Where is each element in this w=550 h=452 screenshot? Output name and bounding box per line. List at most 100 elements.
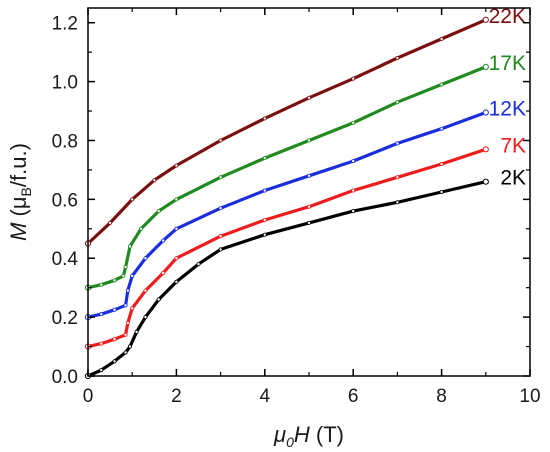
data-point-22K <box>262 116 267 121</box>
plot-marks: 22K 17K 12K 7K 2K <box>84 5 526 380</box>
y-tick-label: 0.6 <box>52 190 78 211</box>
end-marker-7K <box>482 146 489 153</box>
data-point-12K <box>395 141 400 146</box>
end-marker-12K <box>482 109 489 116</box>
data-point-22K <box>306 95 311 100</box>
data-point-22K <box>174 163 179 168</box>
data-point-12K <box>143 256 148 261</box>
y-tick-label: 1.2 <box>52 14 78 35</box>
series-line-17K <box>86 65 488 290</box>
plot-frame <box>87 7 531 377</box>
y-axis-title: M (μB/f.u.) <box>6 143 34 241</box>
series-label-22K: 22K <box>489 5 526 28</box>
data-point-22K <box>108 220 113 225</box>
data-point-2K <box>351 209 356 214</box>
data-point-2K <box>143 315 148 320</box>
data-point-17K <box>439 82 444 87</box>
data-point-2K <box>439 189 444 194</box>
data-point-17K <box>306 138 311 143</box>
data-point-12K <box>306 173 311 178</box>
x-tick-label: 2 <box>171 386 182 407</box>
data-point-7K <box>125 321 130 326</box>
y-axis-title-close: /f.u.) <box>6 143 31 187</box>
data-point-7K <box>143 288 148 293</box>
data-point-2K <box>174 279 179 284</box>
data-point-2K <box>395 200 400 205</box>
y-tick-label: 0.0 <box>52 367 78 388</box>
data-point-17K <box>139 226 144 231</box>
series-line-7K <box>86 147 488 349</box>
data-point-7K <box>218 234 223 239</box>
series-label-2K: 2K <box>500 167 526 190</box>
y-tick-label: 1.0 <box>52 73 78 94</box>
series-line-22K <box>86 18 488 246</box>
data-point-17K <box>112 278 117 283</box>
y-tick-label: 0.2 <box>52 308 78 329</box>
data-point-22K <box>130 197 135 202</box>
data-point-7K <box>123 332 128 337</box>
data-point-2K <box>127 344 132 349</box>
data-point-7K <box>351 188 356 193</box>
end-marker-2K <box>482 178 489 185</box>
data-point-17K <box>351 120 356 125</box>
data-point-7K <box>306 204 311 209</box>
data-point-12K <box>112 307 117 312</box>
data-point-7K <box>161 270 166 275</box>
data-point-22K <box>152 178 157 183</box>
x-tick-label: 8 <box>436 386 447 407</box>
data-point-12K <box>262 188 267 193</box>
axis-ticks: 0 2 4 6 8 10 0.0 0.2 0.4 0.6 0.8 1.0 1.2 <box>52 8 541 407</box>
series-label-7K: 7K <box>500 134 526 157</box>
data-point-7K <box>262 217 267 222</box>
x-axis-title-sub: 0 <box>286 434 294 450</box>
data-point-17K <box>174 197 179 202</box>
data-point-7K <box>439 162 444 167</box>
data-point-2K <box>262 232 267 237</box>
data-point-17K <box>121 273 126 278</box>
data-point-12K <box>99 312 104 317</box>
x-tick-label: 4 <box>260 386 271 407</box>
y-axis-title-sub: B <box>18 187 34 196</box>
data-point-12K <box>130 273 135 278</box>
y-axis-title-m: M <box>6 222 31 241</box>
data-point-2K <box>156 297 161 302</box>
data-point-22K <box>439 36 444 41</box>
data-point-7K <box>395 175 400 180</box>
data-point-12K <box>125 288 130 293</box>
end-marker-22K <box>482 16 489 23</box>
data-point-2K <box>112 359 117 364</box>
data-point-2K <box>218 247 223 252</box>
data-point-2K <box>196 262 201 267</box>
data-point-12K <box>351 159 356 164</box>
data-point-22K <box>351 76 356 81</box>
data-point-7K <box>112 337 117 342</box>
data-point-12K <box>161 238 166 243</box>
data-point-7K <box>130 306 135 311</box>
y-tick-label: 0.4 <box>52 249 79 270</box>
x-axis-title-unit: (T) <box>310 422 344 447</box>
data-point-7K <box>174 256 179 261</box>
data-point-17K <box>395 100 400 105</box>
x-axis-title-h: H <box>294 422 310 447</box>
data-point-22K <box>218 138 223 143</box>
data-point-12K <box>218 206 223 211</box>
x-tick-label: 0 <box>83 386 94 407</box>
end-marker-17K <box>482 63 489 70</box>
series-line-2K <box>86 180 488 378</box>
data-point-17K <box>262 156 267 161</box>
data-point-17K <box>218 175 223 180</box>
y-tick-label: 0.8 <box>52 131 78 152</box>
data-point-17K <box>156 209 161 214</box>
series-line-12K <box>86 110 488 319</box>
data-point-17K <box>123 265 128 270</box>
data-point-2K <box>134 329 139 334</box>
data-point-7K <box>99 341 104 346</box>
data-point-2K <box>306 220 311 225</box>
series-label-17K: 17K <box>489 52 526 75</box>
x-tick-label: 10 <box>519 386 540 407</box>
data-point-17K <box>127 244 132 249</box>
data-point-17K <box>99 282 104 287</box>
data-point-2K <box>99 368 104 373</box>
